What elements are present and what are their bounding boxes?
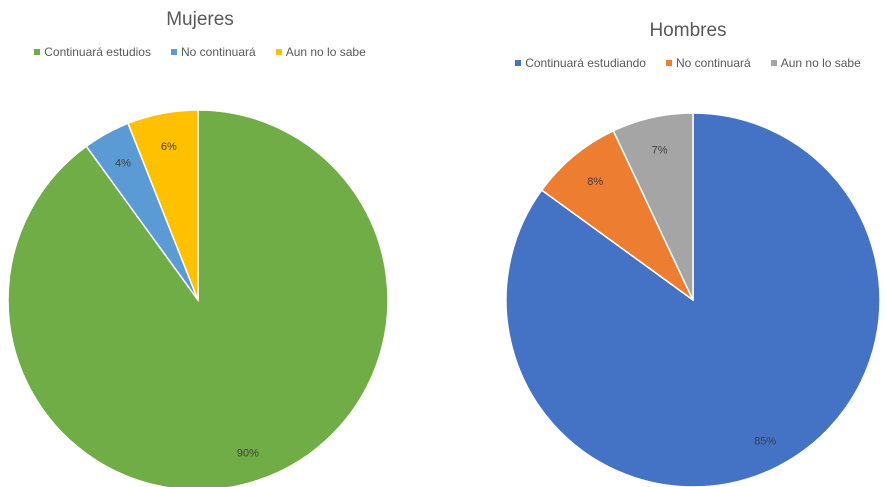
pie-chart-hombres: Hombres Continuará estudiando No continu…: [490, 0, 886, 487]
pie-chart-mujeres: Mujeres Continuará estudios No continuar…: [0, 0, 400, 487]
slice-data-label: 7%: [652, 144, 668, 156]
legend-label: No continuará: [180, 45, 256, 59]
legend-label: Continuará estudiando: [525, 56, 646, 70]
legend-label: Aun no lo sabe: [285, 45, 366, 59]
chart-legend: Continuará estudios No continuará Aun no…: [0, 45, 400, 59]
slice-data-label: 85%: [754, 436, 776, 448]
chart-title: Hombres: [649, 20, 727, 41]
pie-plot: 90% 4% 6%: [7, 109, 389, 487]
legend-swatch: [515, 60, 522, 66]
legend-item: Continuará estudios: [34, 45, 151, 59]
legend-label: Continuará estudios: [44, 45, 151, 59]
slice-data-label: 8%: [587, 176, 603, 188]
legend-label: No continuará: [675, 56, 751, 70]
legend-swatch: [665, 60, 672, 66]
legend-swatch: [34, 49, 41, 55]
chart-legend: Continuará estudiando No continuará Aun …: [490, 56, 886, 70]
pie-slice: [612, 112, 694, 301]
legend-item: Aun no lo sabe: [275, 45, 366, 59]
legend-item: No continuará: [665, 56, 751, 70]
pie-slice: [127, 109, 199, 301]
legend-swatch: [275, 49, 282, 55]
legend-item: Continuará estudiando: [515, 56, 646, 70]
legend-swatch: [170, 49, 177, 55]
chart-title: Mujeres: [166, 9, 234, 30]
slice-data-label: 90%: [237, 448, 259, 460]
slice-data-label: 4%: [115, 157, 131, 169]
legend-item: Aun no lo sabe: [770, 56, 861, 70]
pie-plot: 85% 8% 7%: [505, 112, 881, 487]
legend-label: Aun no lo sabe: [780, 56, 861, 70]
pie-slice: [540, 129, 694, 301]
legend-swatch: [770, 60, 777, 66]
legend-item: No continuará: [170, 45, 256, 59]
slice-data-label: 6%: [161, 141, 177, 153]
